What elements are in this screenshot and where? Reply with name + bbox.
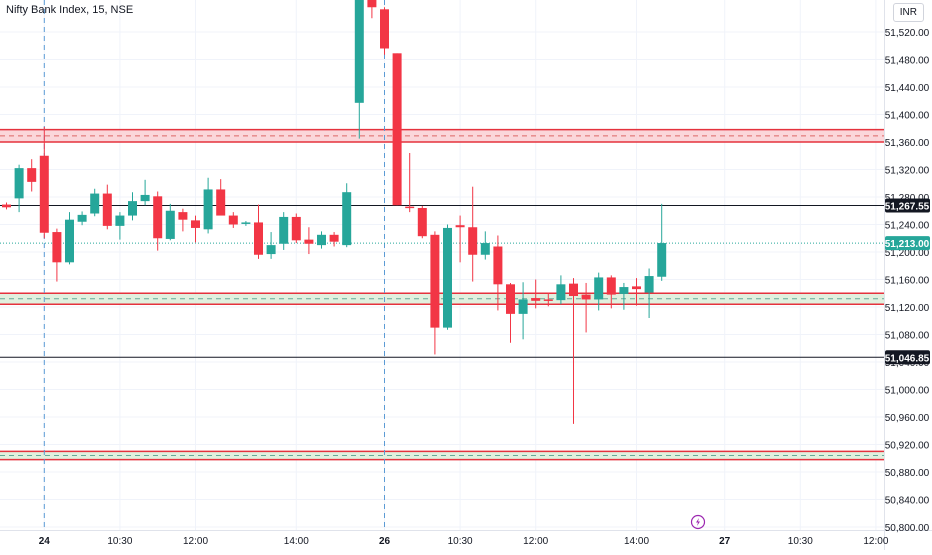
candle-down[interactable] (632, 286, 641, 290)
x-tick-label: 10:30 (788, 536, 813, 547)
candle-down[interactable] (581, 294, 591, 300)
candle-down[interactable] (291, 216, 301, 241)
candle-up[interactable] (279, 216, 289, 244)
candle-down[interactable] (531, 298, 541, 301)
candle-down[interactable] (367, 0, 377, 8)
candle-down[interactable] (216, 189, 226, 216)
candle-down[interactable] (405, 206, 415, 209)
price-level-badge (885, 350, 930, 365)
x-tick-label: 12:00 (523, 536, 548, 547)
x-tick-label: 10:30 (107, 536, 132, 547)
candle-down[interactable] (329, 234, 339, 242)
y-tick-label: 50,800.00 (885, 523, 930, 534)
y-tick-label: 50,960.00 (885, 413, 930, 424)
price-level-label: 51,267.55 (885, 202, 930, 213)
candle-up[interactable] (594, 277, 604, 300)
candle-down[interactable] (304, 239, 314, 244)
y-tick-label: 51,160.00 (885, 276, 930, 287)
x-tick-label: 24 (39, 536, 51, 547)
candle-up[interactable] (619, 287, 629, 294)
candle-up[interactable] (90, 193, 100, 214)
candle-up[interactable] (354, 0, 364, 103)
candle-up[interactable] (657, 243, 667, 277)
candle-down[interactable] (417, 208, 427, 237)
candle-up[interactable] (480, 243, 490, 255)
y-tick-label: 51,240.00 (885, 221, 930, 232)
y-tick-label: 51,000.00 (885, 386, 930, 397)
x-tick-label: 27 (719, 536, 731, 547)
candle-up[interactable] (241, 222, 251, 224)
candle-down[interactable] (254, 222, 263, 255)
y-tick-label: 50,840.00 (885, 496, 930, 507)
y-tick-label: 51,280.00 (885, 193, 930, 204)
candle-down[interactable] (493, 246, 503, 285)
candle-down[interactable] (506, 284, 515, 314)
candle-down[interactable] (27, 168, 37, 182)
candle-up[interactable] (342, 192, 352, 246)
y-tick-label: 51,120.00 (885, 303, 930, 314)
candle-up[interactable] (443, 227, 452, 328)
candle-down[interactable] (153, 196, 163, 239)
lightning-bolt-shape (696, 518, 700, 526)
x-tick-label: 12:00 (183, 536, 208, 547)
candle-down[interactable] (191, 220, 200, 228)
candle-up[interactable] (77, 214, 87, 222)
x-tick-label: 12:00 (863, 536, 888, 547)
candle-up[interactable] (115, 215, 125, 226)
price-level-badge (885, 198, 930, 213)
currency-button[interactable]: INR (892, 3, 924, 22)
candle-down[interactable] (2, 204, 11, 208)
y-tick-label: 51,080.00 (885, 331, 930, 342)
x-tick-label: 14:00 (624, 536, 649, 547)
candle-up[interactable] (128, 201, 137, 216)
candle-down[interactable] (543, 299, 553, 301)
candle-down[interactable] (569, 283, 578, 296)
candle-down[interactable] (102, 193, 112, 226)
y-tick-label: 50,920.00 (885, 441, 930, 452)
candle-down[interactable] (228, 215, 238, 225)
candle-down[interactable] (430, 234, 440, 328)
candle-up[interactable] (65, 219, 74, 263)
y-tick-label: 51,520.00 (885, 28, 930, 39)
candle-up[interactable] (140, 194, 150, 202)
candle-up[interactable] (556, 284, 566, 301)
candle-down[interactable] (52, 232, 62, 263)
price-level-label: 51,046.85 (885, 353, 930, 364)
y-tick-label: 51,320.00 (885, 166, 930, 177)
y-tick-label: 51,200.00 (885, 248, 930, 259)
candle-down[interactable] (39, 155, 49, 233)
y-tick-label: 50,880.00 (885, 468, 930, 479)
current-price-badge (885, 236, 930, 251)
candle-down[interactable] (380, 9, 389, 49)
candle-down[interactable] (455, 225, 465, 228)
lightning-icon[interactable] (690, 514, 706, 530)
candle-up[interactable] (14, 168, 24, 199)
candle-up[interactable] (518, 299, 528, 314)
candle-down[interactable] (178, 212, 188, 220)
candle-down[interactable] (468, 227, 478, 255)
chart-title: Nifty Bank Index, 15, NSE (6, 4, 134, 16)
y-tick-label: 51,480.00 (885, 56, 930, 67)
x-tick-label: 10:30 (448, 536, 473, 547)
x-tick-label: 14:00 (284, 536, 309, 547)
candle-down[interactable] (392, 53, 402, 206)
y-tick-label: 51,400.00 (885, 111, 930, 122)
candle-up[interactable] (317, 234, 326, 246)
x-tick-label: 26 (379, 536, 391, 547)
y-tick-label: 51,440.00 (885, 83, 930, 94)
candle-up[interactable] (266, 245, 276, 255)
candle-up[interactable] (644, 276, 654, 293)
candle-down[interactable] (606, 277, 616, 295)
candle-up[interactable] (203, 189, 213, 230)
y-tick-label: 51,360.00 (885, 138, 930, 149)
candle-up[interactable] (165, 210, 175, 239)
current-price-label: 51,213.00 (885, 239, 930, 250)
